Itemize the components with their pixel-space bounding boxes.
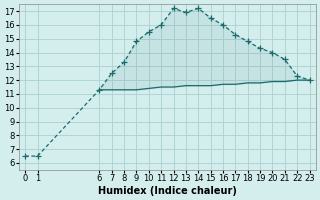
X-axis label: Humidex (Indice chaleur): Humidex (Indice chaleur) — [98, 186, 237, 196]
